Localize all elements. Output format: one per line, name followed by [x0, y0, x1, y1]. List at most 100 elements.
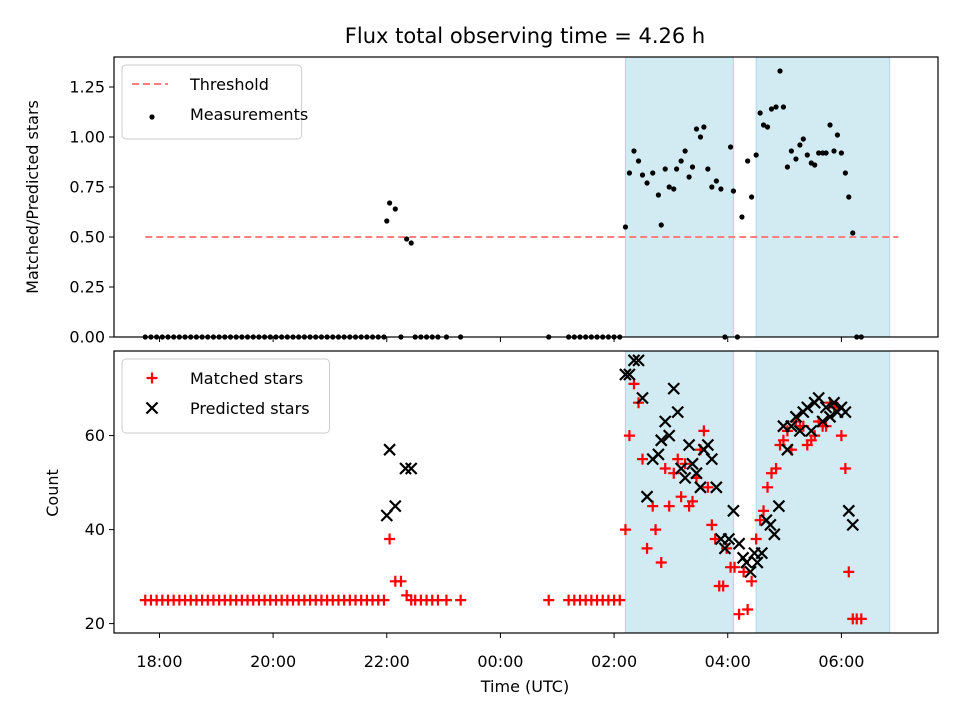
predicted-stars-point [636, 391, 649, 405]
matched-stars-point [659, 463, 671, 474]
measurements-point [644, 180, 650, 186]
matched-stars-point [717, 580, 729, 592]
measurements-point [846, 194, 852, 200]
predicted-stars-point [671, 405, 685, 419]
measurements-point [697, 134, 704, 140]
bottom-plot-frame [113, 350, 939, 634]
measurements-point [404, 236, 410, 242]
measurements-point [408, 240, 414, 246]
matched-stars-point [777, 434, 789, 446]
chart-title: Flux total observing time = 4.26 h [345, 24, 705, 48]
top-y-tick-label: 0.50 [69, 228, 105, 247]
measurements-point [757, 110, 763, 116]
top-y-tick-label: 0.00 [69, 328, 105, 347]
predicted-stars-point [772, 499, 786, 513]
measurements-point [823, 150, 829, 156]
measurements-point [816, 150, 822, 156]
predicted-stars-point [846, 518, 860, 532]
matched-stars-point [742, 604, 754, 615]
predicted-stars-point [694, 481, 707, 494]
bottom-shaded-interval [755, 350, 891, 634]
matched-stars-point [455, 594, 467, 606]
measurements-point [689, 164, 696, 170]
measurements-point [780, 104, 787, 110]
measurements-point [764, 124, 771, 130]
legend-predicted-stars-swatch [145, 401, 159, 415]
predicted-stars-point [623, 368, 636, 381]
predicted-stars-point [640, 490, 654, 503]
legend-measurements-label: Measurements [190, 105, 308, 124]
top-plot-frame [113, 56, 939, 338]
measurements-point [662, 166, 668, 172]
predicted-stars-point [781, 443, 794, 456]
measurements-point [838, 150, 844, 156]
measurements-point [718, 186, 724, 192]
x-axis-label: Time (UTC) [480, 677, 569, 696]
measurements-point [713, 178, 719, 184]
predicted-stars-point [819, 401, 833, 414]
x-tick-label: 04:00 [705, 652, 751, 671]
measurements-point [658, 222, 664, 228]
predicted-stars-point [652, 448, 665, 461]
top-y-tick-label: 0.75 [69, 178, 105, 197]
predicted-stars-point [718, 542, 732, 555]
predicted-stars-point [619, 368, 632, 381]
x-tick-label: 22:00 [364, 652, 410, 671]
measurements-point [768, 106, 775, 112]
matched-stars-point [650, 524, 662, 536]
top-y-tick-label: 1.25 [69, 78, 105, 97]
matched-stars-point [698, 425, 710, 437]
x-tick-label: 06:00 [818, 652, 864, 671]
predicted-stars-point [764, 518, 777, 532]
plot-layer: 0.00 0.25 0.50 0.75 1.00 1.25 Threshold Measure… [69, 56, 939, 671]
measurements-point [655, 192, 662, 198]
matched-stars-point [619, 524, 631, 536]
matched-stars-point [395, 575, 407, 587]
predicted-stars-point [705, 452, 719, 466]
predicted-stars-point [627, 354, 641, 367]
measurements-point [812, 162, 818, 168]
matched-stars-point [746, 575, 758, 587]
predicted-stars-point [404, 462, 418, 475]
measurements-point [709, 184, 715, 190]
matched-stars-point [733, 608, 745, 620]
predicted-stars-point [732, 537, 746, 550]
measurements-point [392, 206, 398, 212]
predicted-stars-point [654, 434, 668, 447]
bottom-y-tick-label: 60 [85, 426, 105, 445]
predicted-stars-point [701, 438, 715, 452]
predicted-stars-point [789, 410, 803, 424]
top-y-axis-label: Matched/Predicted stars [23, 100, 42, 294]
matched-stars-point [758, 505, 770, 517]
predicted-stars-point [801, 401, 814, 414]
legend-matched-stars-label: Matched stars [190, 369, 303, 388]
matched-stars-point [647, 500, 659, 512]
predicted-stars-point [686, 457, 699, 471]
measurements-point [635, 158, 642, 164]
measurements-point [678, 158, 684, 164]
measurements-point [387, 200, 393, 206]
matched-stars-point [440, 594, 452, 606]
matched-stars-point [623, 430, 635, 442]
matched-stars-point [614, 594, 626, 606]
predicted-stars-point [827, 396, 841, 409]
matched-stars-point [839, 463, 851, 474]
measurements-point [834, 132, 841, 138]
measurements-point [666, 184, 672, 190]
measurements-point [777, 68, 783, 74]
measurements-point [793, 156, 799, 162]
measurements-point [626, 170, 633, 176]
predicted-stars-point [658, 415, 672, 428]
matched-stars-point [687, 495, 699, 507]
measurements-point [773, 104, 779, 110]
x-tick-label: 20:00 [250, 652, 296, 671]
measurements-point [671, 186, 677, 192]
bottom-y-axis-label: Count [43, 469, 62, 517]
measurements-point [842, 170, 848, 176]
predicted-stars-point [667, 382, 681, 395]
measurements-point [745, 158, 751, 164]
predicted-stars-point [755, 546, 769, 560]
predicted-stars-point [389, 499, 402, 513]
matched-stars-point [672, 453, 684, 465]
